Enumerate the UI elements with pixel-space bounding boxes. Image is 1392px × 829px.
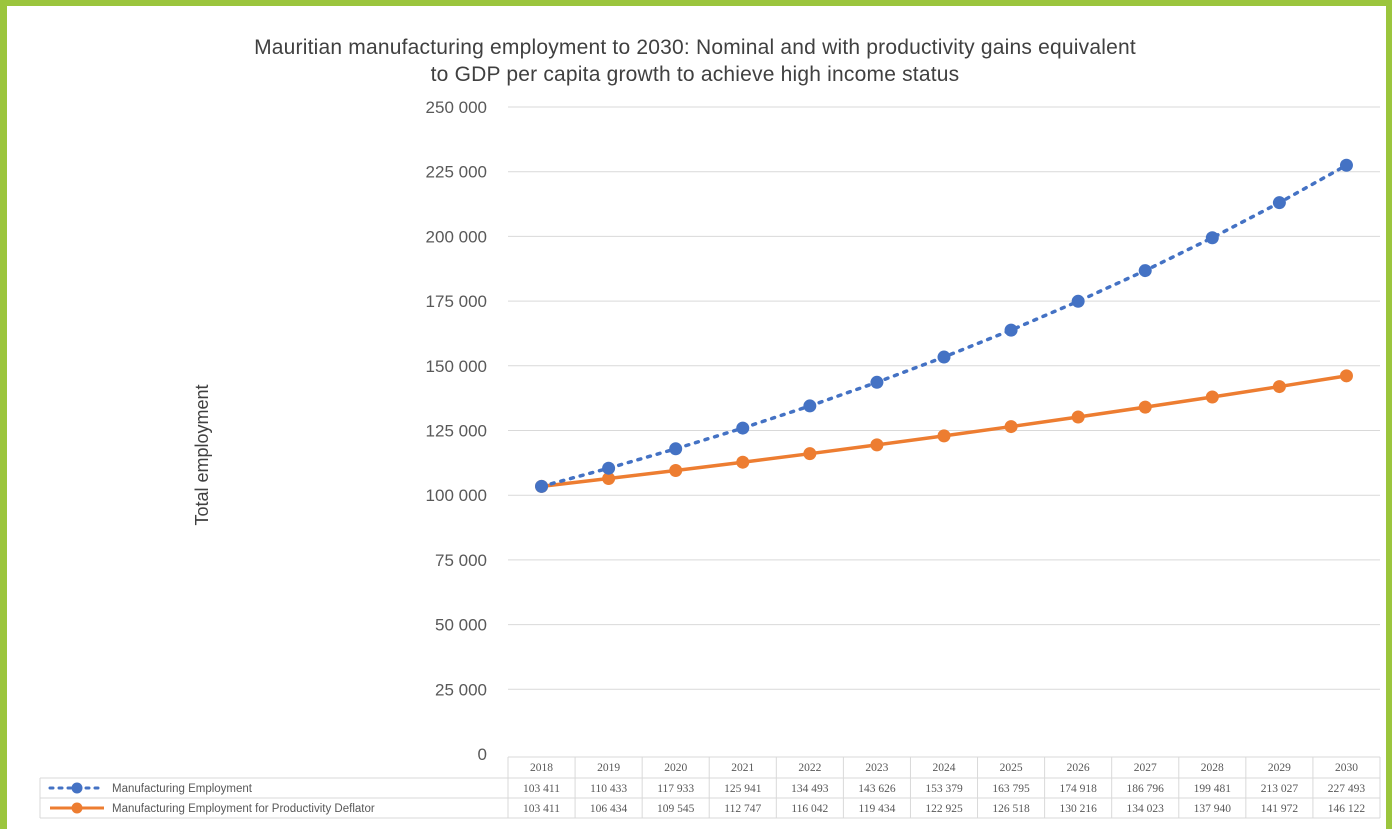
x-tick-label: 2030 (1335, 762, 1358, 774)
x-tick-label: 2027 (1134, 762, 1157, 774)
data-label: 213 027 (1261, 783, 1299, 795)
data-point (1004, 323, 1018, 337)
data-point (669, 463, 683, 477)
y-tick-label: 0 (478, 745, 487, 764)
data-point (937, 350, 951, 364)
x-tick-label: 2020 (664, 762, 687, 774)
data-label: 186 796 (1127, 783, 1165, 795)
data-label: 117 933 (657, 783, 694, 795)
data-point (1339, 158, 1353, 172)
data-label: 130 216 (1059, 803, 1097, 815)
y-tick-label: 200 000 (426, 227, 487, 246)
data-point (736, 421, 750, 435)
data-point (1138, 264, 1152, 278)
data-label: 122 925 (925, 803, 963, 815)
data-point (535, 479, 549, 493)
data-label: 125 941 (724, 783, 762, 795)
data-label: 103 411 (523, 783, 560, 795)
x-tick-label: 2029 (1268, 762, 1291, 774)
x-tick-label: 2021 (731, 762, 754, 774)
data-point (1272, 196, 1286, 210)
data-label: 106 434 (590, 803, 628, 815)
data-point (1138, 400, 1152, 414)
y-axis-tick-labels: 0 25 000 50 000 75 000 100 000 125 000 150 000… (426, 98, 487, 764)
data-label: 174 918 (1059, 783, 1097, 795)
data-label: 134 023 (1127, 803, 1165, 815)
x-tick-label: 2022 (798, 762, 821, 774)
data-point (1004, 420, 1018, 434)
legend-label-0: Manufacturing Employment (112, 783, 253, 795)
legend-key-marker-1 (71, 802, 83, 814)
data-point (1272, 380, 1286, 394)
x-tick-label: 2028 (1201, 762, 1224, 774)
x-tick-label: 2024 (933, 762, 956, 774)
data-point (803, 447, 817, 461)
data-label: 119 434 (858, 803, 895, 815)
data-point (669, 442, 683, 456)
y-tick-label: 50 000 (435, 616, 487, 635)
chart-title-line-2: to GDP per capita growth to achieve high… (430, 63, 960, 86)
x-tick-label: 2018 (530, 762, 553, 774)
data-label: 163 795 (992, 783, 1030, 795)
data-point (937, 429, 951, 443)
data-point (870, 375, 884, 389)
series-lines (535, 158, 1353, 493)
data-label: 103 411 (523, 803, 560, 815)
legend-key-marker-0 (71, 782, 83, 794)
data-label: 126 518 (992, 803, 1030, 815)
data-label: 110 433 (590, 783, 627, 795)
data-label: 199 481 (1194, 783, 1232, 795)
data-point (803, 399, 817, 413)
data-point (1205, 231, 1219, 245)
data-label: 116 042 (791, 803, 828, 815)
y-tick-label: 125 000 (426, 422, 487, 441)
data-point (1071, 294, 1085, 308)
y-tick-label: 175 000 (426, 292, 487, 311)
y-tick-label: 100 000 (426, 486, 487, 505)
data-point (1071, 410, 1085, 424)
chart-title-line-1: Mauritian manufacturing employment to 20… (254, 36, 1136, 59)
y-tick-label: 150 000 (426, 357, 487, 376)
x-tick-label: 2026 (1067, 762, 1090, 774)
data-point (602, 472, 616, 486)
gridlines (508, 106, 1380, 690)
data-label: 153 379 (925, 783, 963, 795)
x-tick-label: 2019 (597, 762, 620, 774)
data-point (1339, 369, 1353, 383)
legend-label-1: Manufacturing Employment for Productivit… (112, 803, 375, 815)
data-label: 134 493 (791, 783, 829, 795)
y-axis-label: Total employment (192, 384, 212, 525)
data-point (736, 455, 750, 469)
data-label: 143 626 (858, 783, 896, 795)
data-label: 141 972 (1261, 803, 1299, 815)
data-point (1205, 390, 1219, 404)
data-label: 146 122 (1328, 803, 1366, 815)
y-tick-label: 225 000 (426, 163, 487, 182)
data-point (602, 461, 616, 475)
x-tick-label: 2023 (865, 762, 888, 774)
data-table: 2018 2019 2020 2021 2022 2023 2024 2025 2026 2027… (39, 756, 1381, 819)
data-label: 137 940 (1194, 803, 1232, 815)
x-tick-label: 2025 (1000, 762, 1023, 774)
y-tick-label: 75 000 (435, 551, 487, 570)
data-point (870, 438, 884, 452)
data-label: 112 747 (724, 803, 761, 815)
y-tick-label: 250 000 (426, 98, 487, 117)
data-label: 227 493 (1328, 783, 1366, 795)
data-label: 109 545 (657, 803, 695, 815)
y-tick-label: 25 000 (435, 680, 487, 699)
